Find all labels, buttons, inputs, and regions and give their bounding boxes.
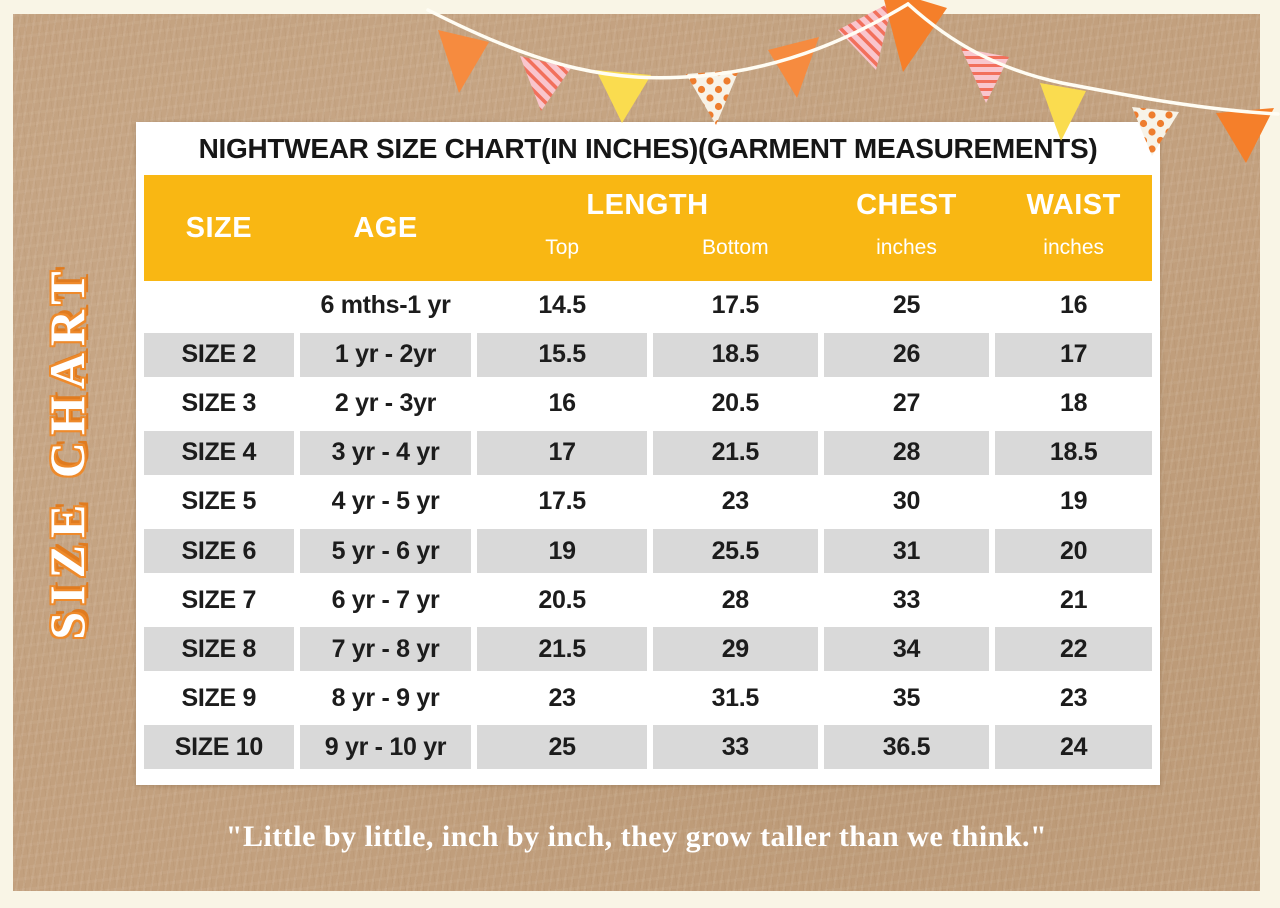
cell-age: 8 yr - 9 yr (331, 683, 440, 712)
cell-age: 9 yr - 10 yr (299, 725, 472, 770)
cell-length-bottom: 18.5 (652, 332, 818, 377)
cell-length-bottom: 31.5 (711, 683, 760, 712)
side-title: SIZE CHART (39, 264, 95, 640)
header-size: SIZE (185, 211, 253, 244)
cell-length-top: 14.5 (538, 291, 586, 320)
header-chest: CHEST (856, 189, 957, 221)
cell-chest: 34 (823, 627, 990, 672)
header-chest-unit: inches (876, 236, 937, 259)
size-chart-card: NIGHTWEAR SIZE CHART(IN INCHES)(GARMENT … (136, 122, 1160, 785)
cell-size: SIZE 9 (181, 683, 257, 712)
string-path (426, 2, 910, 80)
cell-length-top: 16 (548, 389, 577, 418)
cell-length-top: 21.5 (477, 627, 647, 672)
cell-length-bottom: 21.5 (652, 430, 818, 475)
flag-orange-1 (438, 30, 489, 93)
cell-length-top: 15.5 (477, 332, 647, 377)
bunting-string (426, 2, 1280, 116)
chart-title: NIGHTWEAR SIZE CHART(IN INCHES)(GARMENT … (198, 132, 1098, 164)
flag-yellow-1 (596, 70, 651, 123)
table-row: SIZE 3 2 yr - 3yr 16 20.5 27 18 (144, 379, 1152, 428)
table-row: SIZE 9 8 yr - 9 yr 23 31.5 35 23 (144, 674, 1152, 723)
cell-waist: 16 (1060, 291, 1088, 320)
kraft-paper-background: SIZE CHART NIGHTWEAR SIZE CHART(IN INCHE… (13, 0, 1280, 891)
cell-chest: 26 (823, 332, 990, 377)
cell-chest: 30 (892, 487, 921, 516)
cell-length-top: 17.5 (538, 487, 586, 516)
cell-length-bottom: 20.5 (711, 389, 760, 418)
table-row: SIZE 10 9 yr - 10 yr 25 33 36.5 24 (144, 723, 1152, 772)
cell-length-bottom: 29 (652, 627, 818, 672)
header-bottom: Bottom (702, 236, 769, 259)
header-age: AGE (353, 211, 418, 244)
table-body: 6 mths-1 yr 14.5 17.5 25 16 SIZE 2 1 yr … (136, 281, 1160, 772)
cell-age: 6 yr - 7 yr (331, 585, 440, 614)
cell-age: 2 yr - 3yr (334, 389, 437, 418)
table-header: SIZE AGE LENGTH Top Bottom CHEST inches … (144, 175, 1152, 281)
cell-age: 5 yr - 6 yr (299, 528, 472, 574)
cell-size (144, 284, 294, 328)
flag-orange-4 (1216, 108, 1274, 163)
flag-orange-2 (768, 37, 819, 98)
cell-age: 3 yr - 4 yr (299, 430, 472, 475)
cell-size: SIZE 3 (181, 389, 257, 418)
cell-chest: 28 (823, 430, 990, 475)
table-row: SIZE 2 1 yr - 2yr 15.5 18.5 26 17 (144, 330, 1152, 379)
cell-length-top: 23 (548, 683, 577, 712)
header-waist-unit: inches (1043, 236, 1104, 259)
cell-age: 1 yr - 2yr (299, 332, 472, 377)
cell-age: 6 mths-1 yr (320, 291, 451, 320)
cell-waist: 23 (1060, 683, 1088, 712)
header-top: Top (545, 236, 580, 259)
cell-length-bottom: 25.5 (652, 528, 818, 574)
cell-waist: 18 (1060, 389, 1088, 418)
table-row: SIZE 6 5 yr - 6 yr 19 25.5 31 20 (144, 526, 1152, 575)
cell-chest: 35 (892, 683, 921, 712)
cell-waist: 19 (1060, 487, 1088, 516)
flag-orange-3 (884, 0, 947, 72)
cell-waist: 17 (995, 332, 1152, 377)
cell-length-top: 25 (477, 725, 647, 770)
cell-size: SIZE 8 (144, 627, 294, 672)
table-row: SIZE 7 6 yr - 7 yr 20.5 28 33 21 (144, 576, 1152, 625)
cell-age: 4 yr - 5 yr (331, 487, 440, 516)
cell-chest: 36.5 (823, 725, 990, 770)
cell-size: SIZE 7 (181, 585, 257, 614)
cell-size: SIZE 6 (144, 528, 294, 574)
cell-waist: 18.5 (995, 430, 1152, 475)
cell-waist: 21 (1060, 585, 1088, 614)
cell-length-top: 17 (477, 430, 647, 475)
table-row: SIZE 8 7 yr - 8 yr 21.5 29 34 22 (144, 625, 1152, 674)
cell-length-bottom: 23 (721, 487, 750, 516)
cell-size: SIZE 10 (144, 725, 294, 770)
bottom-quote: "Little by little, inch by inch, they gr… (225, 820, 1048, 853)
flag-pink-diagonal-2 (838, 1, 893, 70)
cell-length-bottom: 17.5 (711, 291, 760, 320)
cell-length-top: 19 (477, 528, 647, 574)
flag-dots-1 (686, 70, 739, 125)
header-waist: WAIST (1026, 189, 1121, 221)
cell-length-top: 20.5 (538, 585, 586, 614)
cell-waist: 20 (995, 528, 1152, 574)
cell-size: SIZE 2 (144, 332, 294, 377)
table-row: SIZE 4 3 yr - 4 yr 17 21.5 28 18.5 (144, 428, 1152, 477)
string-path (906, 2, 1280, 116)
cell-size: SIZE 5 (181, 487, 257, 516)
cell-chest: 31 (823, 528, 990, 574)
cell-chest: 25 (892, 291, 921, 320)
table-row: SIZE 5 4 yr - 5 yr 17.5 23 30 19 (144, 477, 1152, 526)
cell-size: SIZE 4 (144, 430, 294, 475)
cell-age: 7 yr - 8 yr (299, 627, 472, 672)
cell-length-bottom: 33 (652, 725, 818, 770)
table-row: 6 mths-1 yr 14.5 17.5 25 16 (144, 281, 1152, 330)
header-length: LENGTH (586, 189, 709, 221)
cell-waist: 22 (995, 627, 1152, 672)
flag-pink-diagonal-1 (520, 56, 571, 111)
cell-waist: 24 (995, 725, 1152, 770)
cell-length-bottom: 28 (721, 585, 750, 614)
cell-chest: 33 (892, 585, 921, 614)
flag-pink-horizontal (961, 48, 1009, 103)
cell-chest: 27 (892, 389, 921, 418)
